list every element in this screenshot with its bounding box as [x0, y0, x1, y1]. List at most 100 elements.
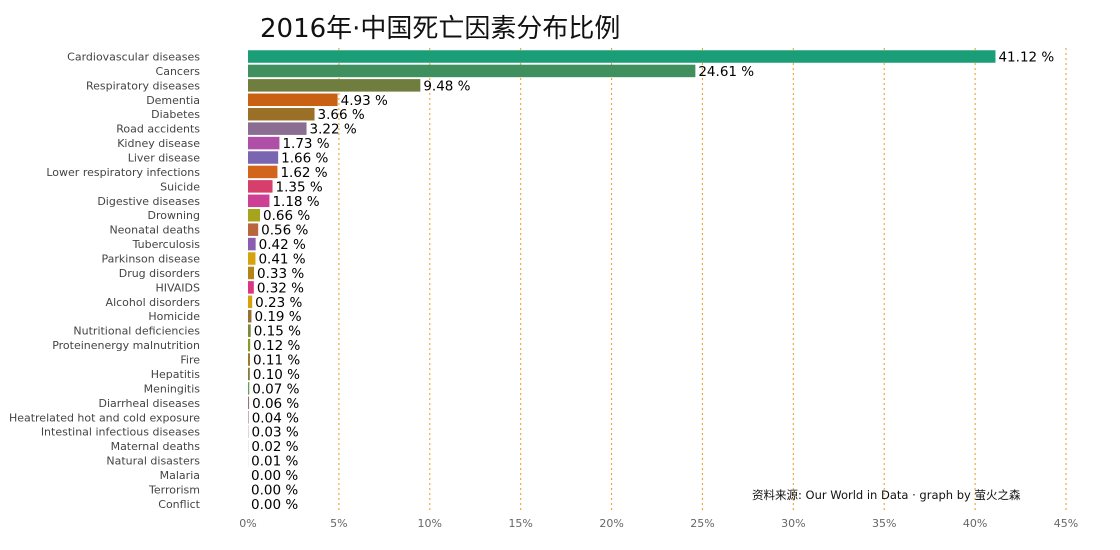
x-tick-label: 45%: [1054, 517, 1078, 530]
value-label: 0.03 %: [252, 425, 299, 441]
category-label: Parkinson disease: [101, 253, 200, 266]
category-label: Fire: [180, 354, 200, 367]
bar: [248, 353, 250, 366]
category-label: Diabetes: [151, 108, 200, 121]
bar: [248, 338, 251, 352]
category-label: Nutritional deficiencies: [73, 325, 200, 338]
value-label: 0.23 %: [255, 295, 302, 311]
value-label: 1.35 %: [276, 179, 323, 195]
x-tick-label: 10%: [418, 517, 442, 530]
category-label: Lower respiratory infections: [46, 166, 200, 179]
value-label: 0.02 %: [251, 439, 298, 455]
value-label: 0.01 %: [251, 454, 298, 470]
bar: [248, 136, 280, 150]
bar: [248, 194, 270, 208]
bar: [248, 223, 259, 236]
value-label: 0.66 %: [263, 208, 310, 224]
category-label: Diarrheal diseases: [99, 397, 201, 410]
category-label: Terrorism: [148, 483, 200, 496]
category-label: Intestinal infectious diseases: [41, 426, 200, 439]
x-tick-label: 20%: [599, 517, 623, 530]
category-label: Heatrelated hot and cold exposure: [9, 411, 200, 424]
value-label: 0.15 %: [254, 324, 301, 340]
category-label: Digestive diseases: [97, 195, 200, 208]
value-label: 0.11 %: [253, 353, 300, 369]
x-tick-label: 25%: [690, 517, 714, 530]
value-label: 1.66 %: [281, 151, 328, 167]
category-label: Dementia: [146, 94, 200, 107]
category-label: Road accidents: [116, 123, 200, 136]
value-label: 41.12 %: [998, 50, 1054, 66]
value-label: 4.93 %: [341, 93, 388, 109]
bar: [248, 324, 251, 337]
x-tick-label: 35%: [872, 517, 896, 530]
bar: [248, 382, 250, 395]
x-tick-label: 30%: [781, 517, 805, 530]
value-label: 0.00 %: [251, 497, 298, 513]
bar: [248, 180, 273, 193]
bar: [248, 107, 315, 121]
bar: [248, 93, 338, 107]
category-label: Cancers: [156, 65, 201, 78]
value-label: 3.66 %: [318, 107, 365, 123]
bar: [248, 281, 254, 294]
category-label: Drowning: [148, 209, 200, 222]
bar: [248, 237, 256, 251]
value-label: 1.62 %: [280, 165, 327, 181]
value-label: 0.32 %: [257, 280, 304, 296]
value-label: 0.00 %: [251, 468, 298, 484]
x-tick-label: 40%: [963, 517, 987, 530]
category-label: Meningitis: [144, 382, 201, 395]
bar: [248, 79, 421, 92]
bar: [248, 309, 252, 323]
value-label: 0.42 %: [259, 237, 306, 253]
category-label: Cardiovascular diseases: [67, 51, 200, 64]
bar: [248, 295, 253, 309]
category-label: Respiratory diseases: [86, 79, 200, 92]
bar: [248, 208, 260, 222]
value-label: 9.48 %: [423, 78, 470, 94]
category-label: Malaria: [160, 469, 200, 482]
category-label: Neonatal deaths: [109, 224, 200, 237]
value-label: 0.56 %: [261, 223, 308, 239]
category-label: Tuberculosis: [132, 238, 201, 251]
category-label: Proteinenergy malnutrition: [52, 339, 200, 352]
category-label: Conflict: [158, 498, 200, 511]
value-label: 0.07 %: [252, 381, 299, 397]
value-label: 0.12 %: [253, 338, 300, 354]
value-label: 0.06 %: [252, 396, 299, 412]
chart-title: 2016年·中国死亡因素分布比例: [260, 14, 621, 44]
category-label: Kidney disease: [117, 137, 200, 150]
x-tick-label: 15%: [508, 517, 532, 530]
bar: [248, 411, 249, 424]
value-label: 3.22 %: [310, 122, 357, 138]
value-label: 0.04 %: [252, 410, 299, 426]
chart-source: 资料来源: Our World in Data · graph by 萤火之森: [752, 488, 1021, 502]
category-label: Liver disease: [128, 152, 200, 165]
category-label: Alcohol disorders: [106, 296, 201, 309]
bar: [248, 64, 696, 78]
bar: [248, 367, 250, 381]
bar: [248, 50, 996, 63]
value-label: 1.73 %: [282, 136, 329, 152]
bar: [248, 396, 250, 410]
bar: [248, 252, 256, 265]
x-tick-label: 0%: [239, 517, 256, 530]
bar: [248, 266, 254, 280]
category-label: Maternal deaths: [111, 440, 201, 453]
value-label: 0.33 %: [257, 266, 304, 282]
category-label: Drug disorders: [119, 267, 201, 280]
bar: [248, 425, 249, 438]
category-label: Suicide: [160, 180, 200, 193]
category-label: Hepatitis: [151, 368, 201, 381]
value-label: 0.10 %: [253, 367, 300, 383]
value-label: 0.19 %: [254, 309, 301, 325]
category-label: Natural disasters: [106, 455, 200, 468]
value-label: 0.41 %: [258, 252, 305, 268]
category-label: Homicide: [148, 310, 200, 323]
x-tick-label: 5%: [330, 517, 347, 530]
bar: [248, 122, 307, 135]
bar: [248, 151, 279, 164]
